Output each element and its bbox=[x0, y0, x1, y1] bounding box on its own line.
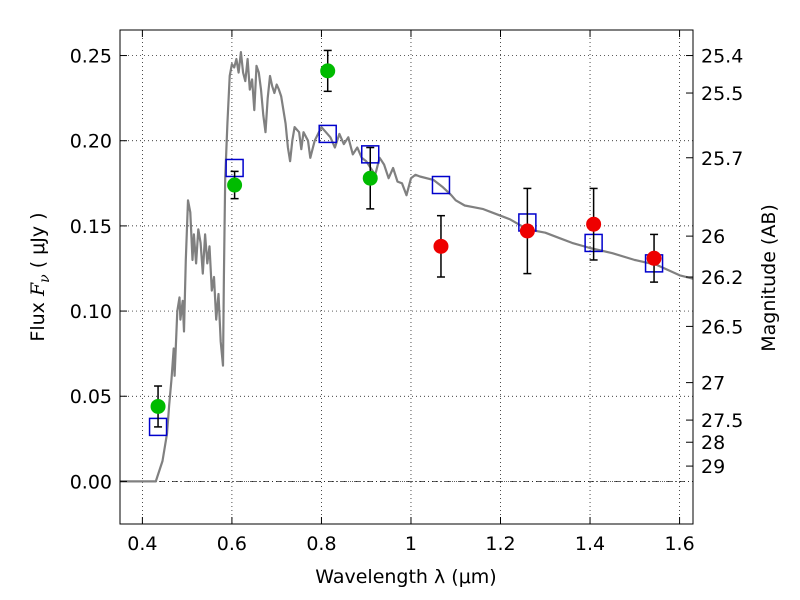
y-tick-label: 0.00 bbox=[70, 471, 112, 493]
y2-tick-label: 25.7 bbox=[701, 148, 743, 170]
y-axis-label: Flux Fν ( μJy ) bbox=[27, 212, 53, 341]
axis-ticks: 0.4 0.6 0.8 1 1.2 1.4 1.6 0.00 0.05 0.10 0.15 0.20 0… bbox=[70, 30, 743, 555]
x-tick-label: 1.4 bbox=[575, 533, 605, 555]
y-tick-label: 0.10 bbox=[70, 301, 112, 323]
observed-flux-point bbox=[227, 177, 243, 193]
x-tick-label: 0.6 bbox=[217, 533, 247, 555]
y2-tick-label: 28 bbox=[701, 432, 725, 454]
observed-flux-point bbox=[362, 170, 378, 186]
x-tick-label: 1.2 bbox=[485, 533, 515, 555]
y-tick-label: 0.05 bbox=[70, 386, 112, 408]
observed-flux-point bbox=[519, 223, 535, 239]
x-tick-label: 1 bbox=[405, 533, 417, 555]
grid bbox=[120, 30, 693, 524]
x-axis-label: Wavelength λ (μm) bbox=[315, 566, 496, 588]
y2-tick-label: 26 bbox=[701, 226, 725, 248]
plot-area bbox=[120, 49, 694, 483]
x-tick-label: 0.4 bbox=[127, 533, 157, 555]
x-tick-label: 1.6 bbox=[664, 533, 694, 555]
y2-tick-label: 26.2 bbox=[701, 267, 743, 289]
y2-axis-label: Magnitude (AB) bbox=[758, 204, 780, 352]
model-spectrum-line bbox=[120, 51, 694, 483]
y-tick-label: 0.20 bbox=[70, 131, 112, 153]
model-square-point bbox=[318, 124, 337, 144]
y2-tick-label: 27 bbox=[701, 373, 725, 395]
observed-flux-point bbox=[150, 398, 166, 414]
y2-tick-label: 25.5 bbox=[701, 83, 743, 105]
observed-flux-point bbox=[320, 63, 336, 79]
y2-tick-label: 25.4 bbox=[701, 46, 743, 68]
x-tick-label: 0.8 bbox=[306, 533, 336, 555]
y2-tick-label: 27.5 bbox=[701, 410, 743, 432]
observed-flux-point bbox=[646, 250, 662, 266]
y2-tick-label: 26.5 bbox=[701, 316, 743, 338]
y2-tick-label: 29 bbox=[701, 456, 725, 478]
y-tick-label: 0.15 bbox=[70, 216, 112, 238]
observed-flux-point bbox=[586, 216, 602, 232]
model-square-point bbox=[431, 175, 451, 195]
y-tick-label: 0.25 bbox=[70, 46, 112, 68]
observed-flux-point bbox=[433, 238, 449, 254]
